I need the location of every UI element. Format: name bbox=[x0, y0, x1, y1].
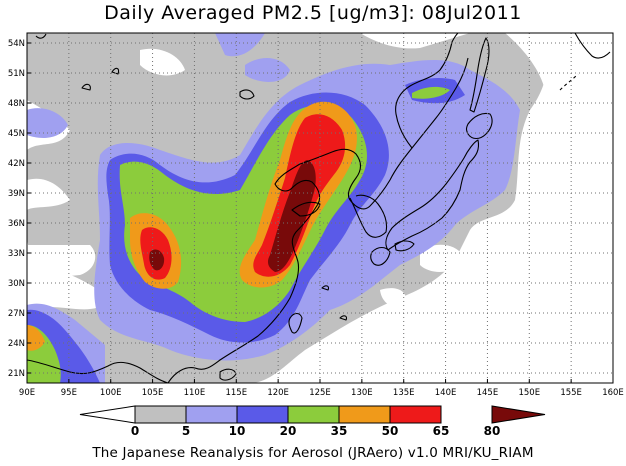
field-white-gaps bbox=[27, 33, 613, 383]
lon-tick-label: 145E bbox=[477, 388, 499, 398]
lon-tick-label: 160E bbox=[602, 388, 624, 398]
colorbar-bin bbox=[389, 405, 442, 424]
lat-tick-label: 30N bbox=[8, 279, 25, 289]
lon-tick-label: 155E bbox=[560, 388, 582, 398]
lon-tick-label: 100E bbox=[100, 388, 122, 398]
lat-tick-label: 54N bbox=[8, 39, 25, 49]
lon-tick-label: 135E bbox=[393, 388, 415, 398]
lon-tick-label: 115E bbox=[225, 388, 247, 398]
colorbar-bin bbox=[236, 405, 289, 424]
lon-tick-label: 140E bbox=[435, 388, 457, 398]
lon-tick-label: 105E bbox=[142, 388, 164, 398]
colorbar-level-label: 35 bbox=[331, 424, 348, 438]
lon-tick-label: 95E bbox=[61, 388, 77, 398]
colorbar-level-label: 65 bbox=[433, 424, 450, 438]
lat-tick-label: 39N bbox=[8, 189, 25, 199]
lon-tick-label: 110E bbox=[184, 388, 206, 398]
pm25-field bbox=[27, 33, 613, 383]
lat-tick-label: 42N bbox=[8, 159, 25, 169]
lon-tick-label: 125E bbox=[309, 388, 331, 398]
lon-tick-label: 130E bbox=[351, 388, 373, 398]
colorbar-level-label: 20 bbox=[280, 424, 297, 438]
colorbar-level-label: 0 bbox=[131, 424, 139, 438]
colorbar: 0 5 10 20 35 50 65 80 bbox=[79, 405, 546, 438]
colorbar-level-label: 80 bbox=[484, 424, 501, 438]
map-title: Daily Averaged PM2.5 [ug/m3]: 08Jul2011 bbox=[104, 2, 522, 24]
lon-tick-label: 120E bbox=[267, 388, 289, 398]
credit-line: The Japanese Reanalysis for Aerosol (JRA… bbox=[92, 445, 534, 461]
lon-tick-label: 150E bbox=[518, 388, 540, 398]
colorbar-bin bbox=[134, 405, 187, 424]
colorbar-overflow bbox=[491, 405, 546, 424]
lat-tick-label: 51N bbox=[8, 69, 25, 79]
colorbar-level-label: 50 bbox=[382, 424, 399, 438]
colorbar-level-label: 10 bbox=[229, 424, 246, 438]
lat-tick-label: 33N bbox=[8, 249, 25, 259]
lon-axis: 90E 95E 100E 105E 110E 115E 120E 125E 130E 135E 14… bbox=[19, 379, 624, 398]
lat-tick-label: 36N bbox=[8, 219, 25, 229]
colorbar-bin bbox=[185, 405, 238, 424]
colorbar-level-label: 5 bbox=[182, 424, 190, 438]
lat-tick-label: 24N bbox=[8, 339, 25, 349]
lat-tick-label: 21N bbox=[8, 369, 25, 379]
lat-axis: 21N 24N 27N 30N 33N 36N 39N 42N 45N 48N 51N 54N bbox=[8, 39, 31, 379]
lat-tick-label: 45N bbox=[8, 129, 25, 139]
colorbar-bin bbox=[338, 405, 391, 424]
lat-tick-label: 27N bbox=[8, 309, 25, 319]
lon-tick-label: 90E bbox=[19, 388, 35, 398]
gridlines bbox=[27, 33, 613, 383]
colorbar-underflow bbox=[79, 405, 136, 424]
lat-tick-label: 48N bbox=[8, 99, 25, 109]
coastlines bbox=[27, 33, 611, 383]
colorbar-bin bbox=[287, 405, 340, 424]
